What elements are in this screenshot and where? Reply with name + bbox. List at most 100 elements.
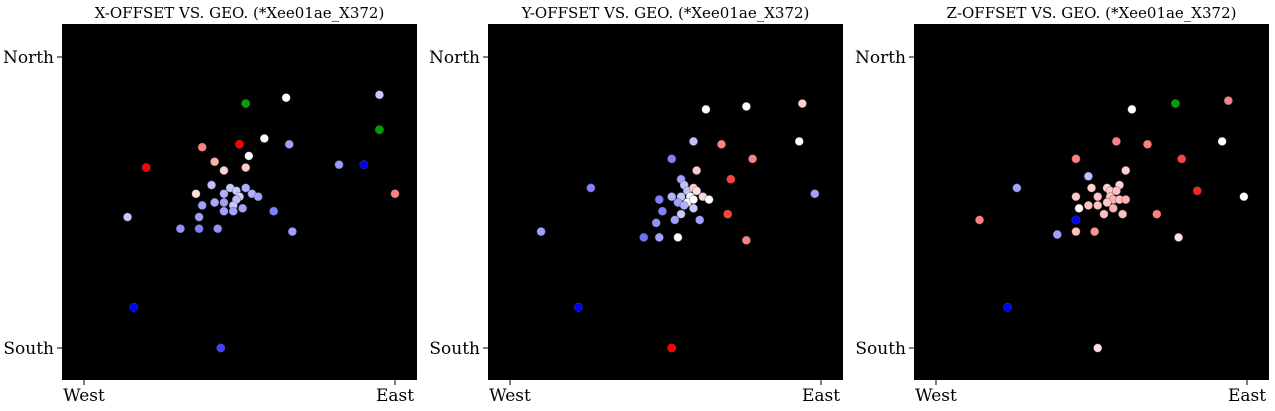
data-point xyxy=(1171,99,1180,108)
chart-panel-1: X-OFFSET VS. GEO. (*Xee01ae_X372) South No… xyxy=(3,4,417,406)
data-point xyxy=(1118,209,1128,219)
data-point xyxy=(574,302,583,312)
chart-title: Y-OFFSET VS. GEO. (*Xee01ae_X372) xyxy=(521,4,810,22)
x-tick-label-west: West xyxy=(915,386,957,406)
data-point xyxy=(1192,186,1202,196)
data-point xyxy=(1174,233,1183,242)
data-point xyxy=(269,206,279,216)
data-point xyxy=(701,104,711,114)
data-point xyxy=(1071,215,1081,225)
chart-panel-3: Z-OFFSET VS. GEO. (*Xee01ae_X372) South No… xyxy=(855,4,1269,406)
data-point xyxy=(219,198,229,207)
data-point xyxy=(228,206,238,216)
data-point xyxy=(244,151,254,161)
data-point xyxy=(219,206,229,216)
x-tick-label-west: West xyxy=(63,386,105,406)
data-point xyxy=(123,212,132,222)
data-point xyxy=(390,189,400,199)
data-point xyxy=(1093,343,1103,353)
x-tick-label-east: East xyxy=(1228,386,1266,406)
data-point xyxy=(241,163,251,172)
data-point xyxy=(216,343,226,353)
y-tick-label-north: North xyxy=(855,48,906,68)
data-point xyxy=(670,215,680,225)
data-point xyxy=(281,93,291,103)
data-point xyxy=(1083,201,1093,210)
data-point xyxy=(975,215,984,225)
data-point xyxy=(1143,139,1152,149)
data-point xyxy=(241,183,251,193)
plot-area xyxy=(488,24,843,380)
plot-area xyxy=(914,24,1269,380)
data-point xyxy=(667,192,677,202)
data-point xyxy=(1121,166,1131,175)
data-point xyxy=(657,206,667,216)
data-point xyxy=(210,198,220,207)
data-point xyxy=(692,186,701,196)
data-point xyxy=(210,157,220,167)
data-point xyxy=(536,227,546,237)
data-point xyxy=(359,160,369,170)
x-tick-label-east: East xyxy=(376,386,414,406)
data-point xyxy=(667,343,677,353)
data-point xyxy=(1071,154,1081,164)
data-point xyxy=(741,235,751,245)
data-point xyxy=(797,99,807,108)
chart-panel-2: Y-OFFSET VS. GEO. (*Xee01ae_X372) South No… xyxy=(429,4,843,406)
y-tick-label-south: South xyxy=(429,339,480,359)
data-point xyxy=(689,203,698,213)
y-tick-label-north: North xyxy=(429,48,480,68)
data-point xyxy=(235,139,244,149)
data-point xyxy=(748,154,757,164)
chart-title: Z-OFFSET VS. GEO. (*Xee01ae_X372) xyxy=(947,4,1237,22)
data-point xyxy=(194,224,204,234)
data-point xyxy=(375,90,384,100)
data-point xyxy=(287,227,297,237)
data-point xyxy=(717,139,726,149)
data-point xyxy=(375,125,384,135)
data-point xyxy=(1239,192,1249,202)
data-point xyxy=(1111,136,1121,146)
data-point xyxy=(1108,203,1118,213)
data-point xyxy=(1127,104,1137,114)
data-point xyxy=(689,136,698,146)
data-point xyxy=(1093,192,1103,202)
data-point xyxy=(238,203,248,213)
data-point xyxy=(689,195,698,204)
data-point xyxy=(284,139,294,149)
data-point xyxy=(219,189,229,199)
data-point xyxy=(723,209,733,219)
data-point xyxy=(586,183,596,193)
data-point xyxy=(639,233,649,242)
data-point xyxy=(1152,209,1162,219)
data-point xyxy=(197,201,207,210)
data-point xyxy=(1223,96,1233,106)
data-point xyxy=(1121,195,1131,204)
data-point xyxy=(176,224,185,234)
data-point xyxy=(676,209,686,219)
data-point xyxy=(1111,186,1121,196)
data-point xyxy=(141,163,151,172)
data-point xyxy=(794,136,804,146)
data-point xyxy=(1102,198,1112,207)
data-point xyxy=(213,224,223,234)
data-point xyxy=(810,189,820,199)
data-point xyxy=(692,166,701,175)
x-tick-label-east: East xyxy=(802,386,840,406)
data-point xyxy=(695,215,705,225)
data-point xyxy=(651,218,661,228)
data-point xyxy=(207,180,216,190)
data-point xyxy=(219,166,229,175)
data-point xyxy=(129,302,139,312)
y-tick-label-south: South xyxy=(855,339,906,359)
data-point xyxy=(1074,203,1084,213)
data-point xyxy=(1099,209,1109,219)
data-point xyxy=(194,212,204,222)
y-tick-label-south: South xyxy=(3,339,54,359)
data-point xyxy=(259,134,269,143)
data-point xyxy=(1217,136,1227,146)
data-point xyxy=(1052,230,1062,239)
data-point xyxy=(673,233,683,242)
data-point xyxy=(1071,192,1081,202)
